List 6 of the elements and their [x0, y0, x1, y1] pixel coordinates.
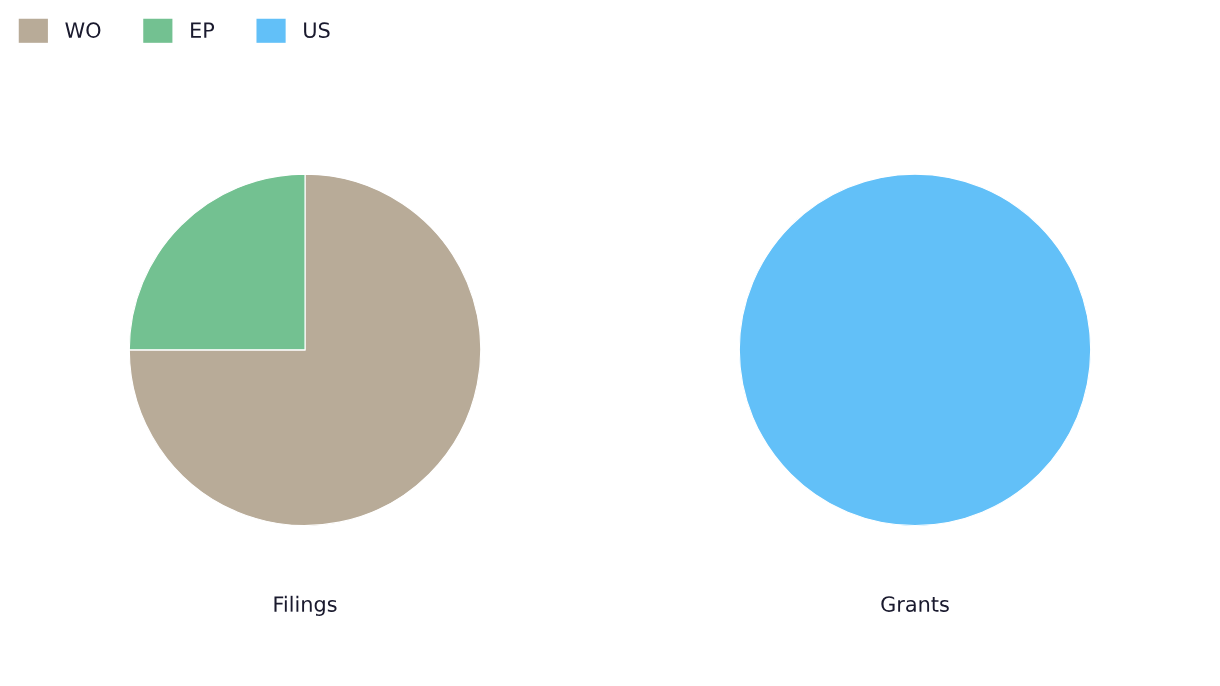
- text: Filings: [274, 595, 337, 616]
- legend-label: WO: [65, 22, 101, 38]
- pie-slice: [128, 173, 482, 527]
- text: Grants: [881, 596, 949, 612]
- legend-label: US: [304, 22, 330, 38]
- legend-label: EP: [191, 22, 215, 38]
